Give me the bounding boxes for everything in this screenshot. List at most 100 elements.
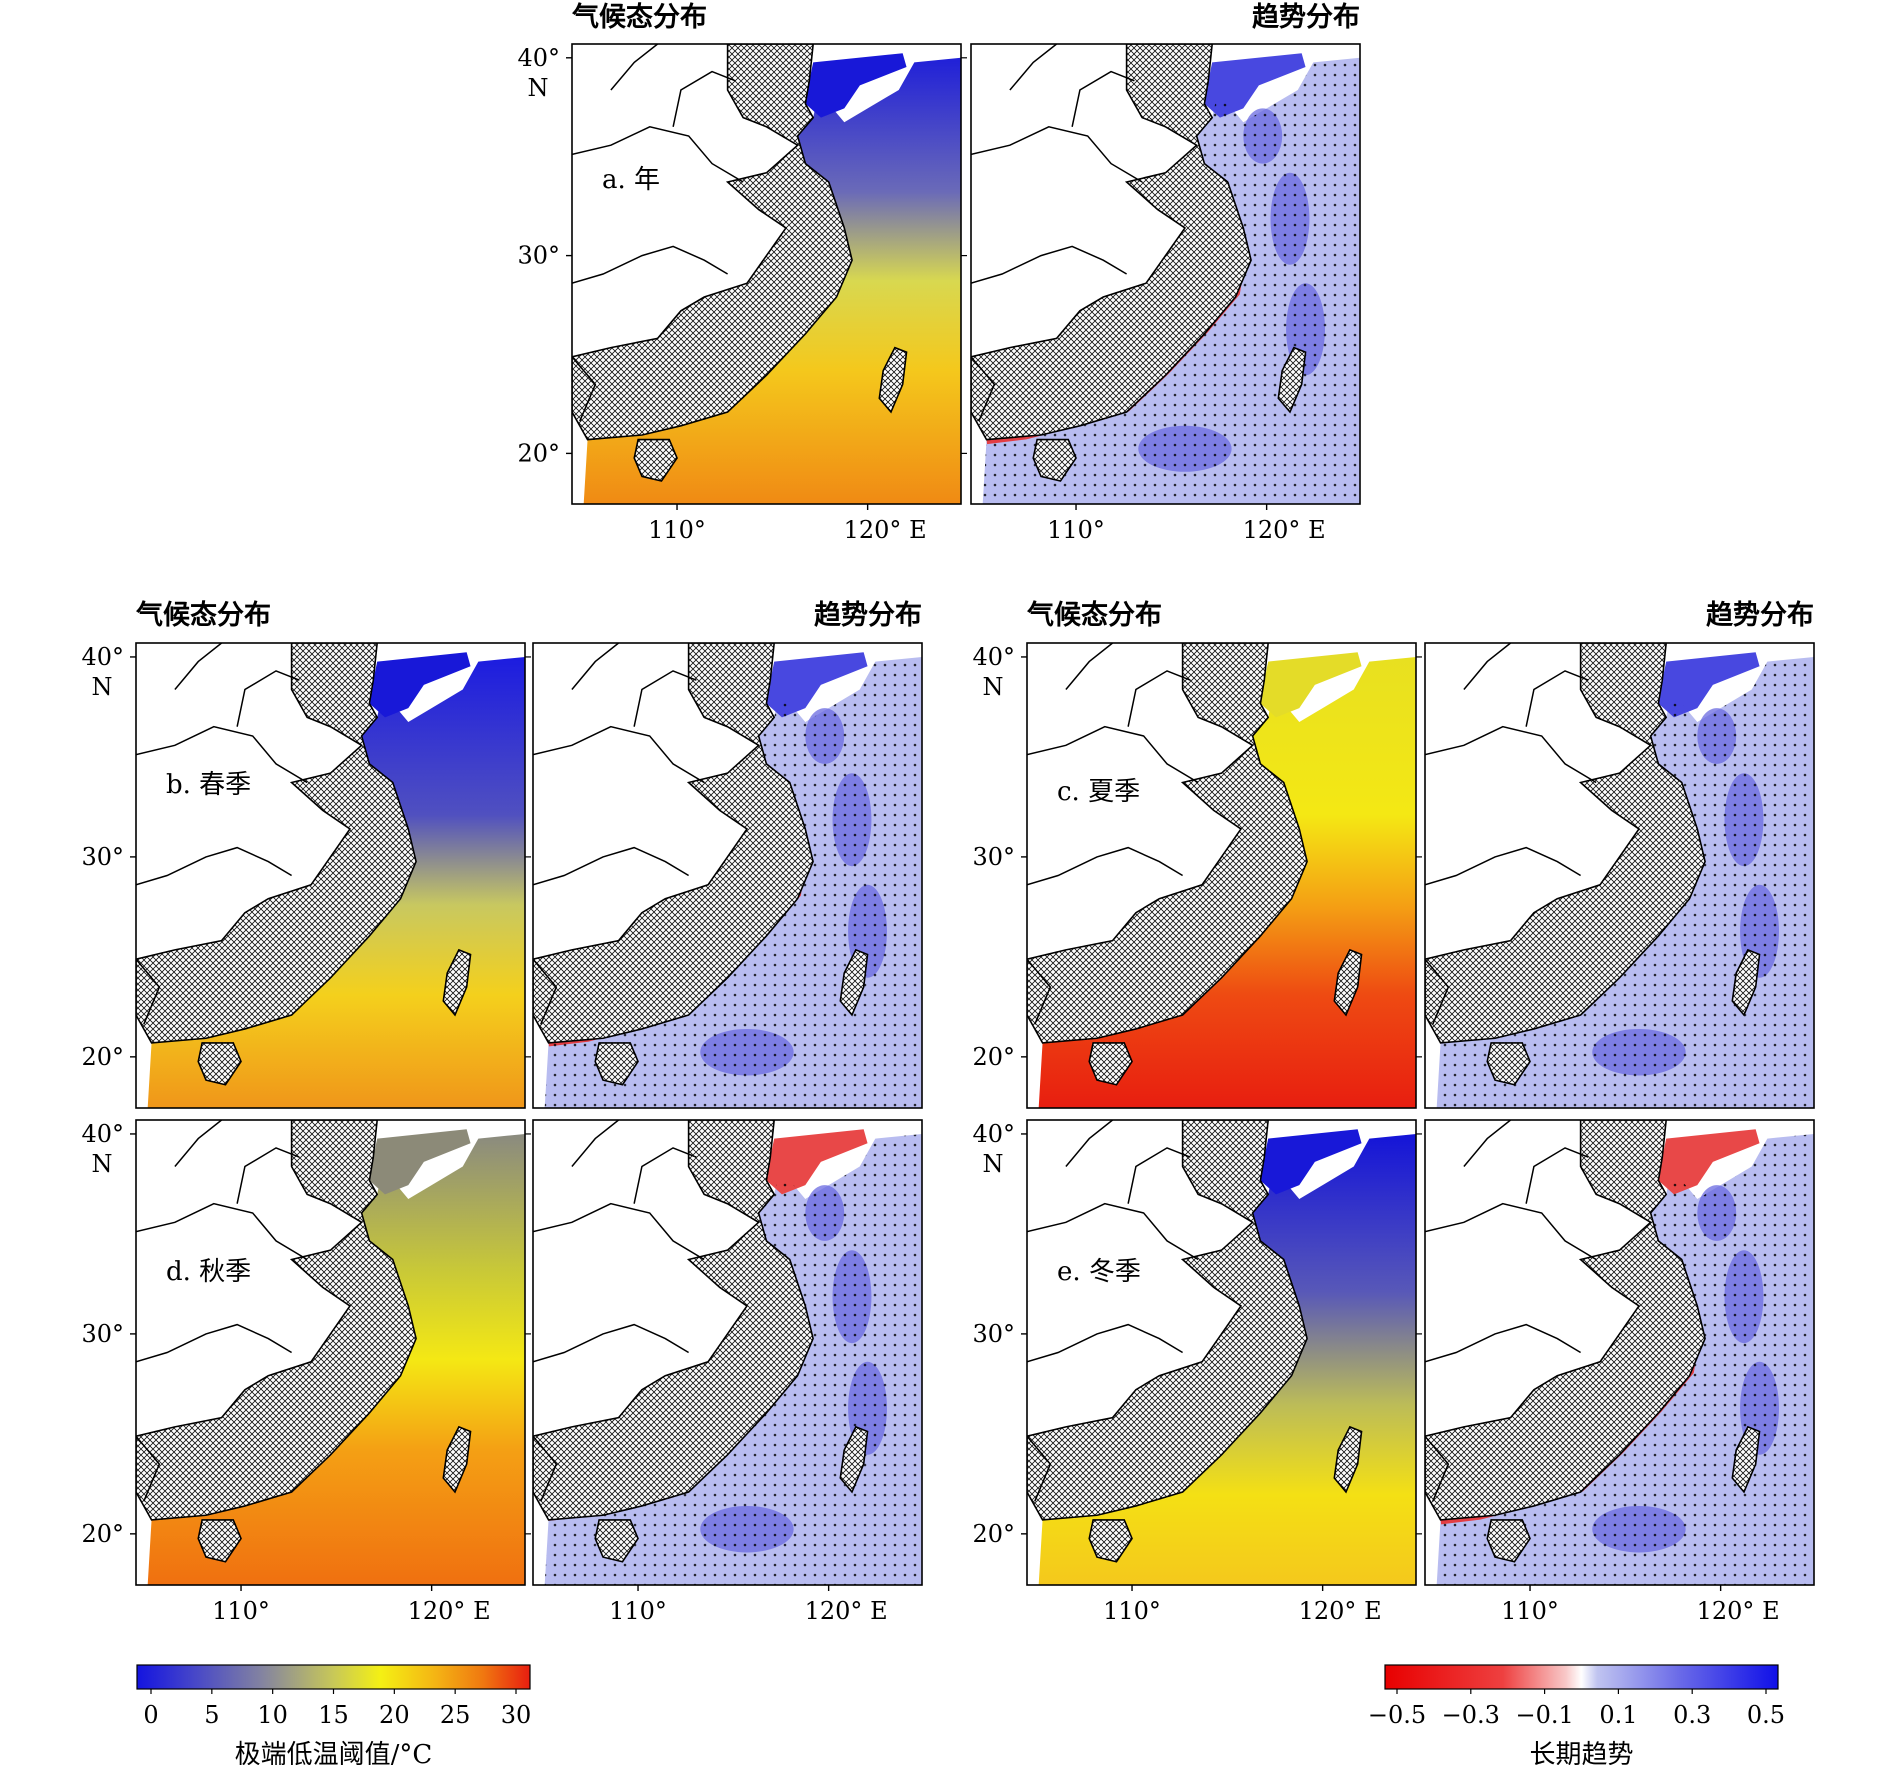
sea-field bbox=[147, 1133, 525, 1585]
coastal-land-hatched bbox=[572, 44, 853, 441]
lat-tick-label: 40° bbox=[517, 44, 560, 72]
coastal-land-hatched bbox=[533, 643, 814, 1044]
colorbar-tick-label: 5 bbox=[204, 1701, 219, 1729]
climatology-map bbox=[1026, 642, 1417, 1109]
bohai-trend-field bbox=[766, 652, 868, 718]
lon-tick-label: 110° bbox=[212, 1597, 270, 1625]
heading-climatology: 气候态分布 bbox=[135, 600, 271, 631]
panel-label: c. 夏季 bbox=[1057, 777, 1140, 807]
bohai-trend-field bbox=[1658, 1129, 1760, 1195]
map-frame bbox=[571, 43, 962, 505]
coastal-land-hatched bbox=[136, 643, 417, 1044]
taiwan-island bbox=[1333, 1425, 1363, 1494]
border-line bbox=[533, 958, 558, 1025]
colorbar-tick-label: 15 bbox=[318, 1701, 349, 1729]
heading-trend: 趋势分布 bbox=[814, 600, 922, 631]
lat-tick-label: 30° bbox=[972, 843, 1015, 871]
bohai-field bbox=[1260, 652, 1362, 718]
border-line bbox=[1027, 1435, 1052, 1502]
heading-trend: 趋势分布 bbox=[1706, 600, 1814, 631]
lon-tick-label: 110° bbox=[1103, 1597, 1161, 1625]
border-line bbox=[1425, 1435, 1450, 1502]
heading-climatology: 气候态分布 bbox=[1026, 600, 1162, 631]
border-line bbox=[1027, 1202, 1199, 1261]
trend-colorbar: −0.5 −0.3 −0.1 0.1 0.3 0.5 长期趋势 bbox=[1368, 1664, 1785, 1769]
map-frame bbox=[1424, 642, 1815, 1109]
lat-unit-label: N bbox=[92, 1150, 113, 1178]
colorbar-strip bbox=[1384, 1664, 1779, 1690]
border-line bbox=[1525, 670, 1589, 727]
lat-unit-label: N bbox=[528, 74, 549, 102]
trend-map bbox=[532, 1119, 923, 1586]
border-line bbox=[1127, 1147, 1191, 1204]
lon-tick-label: 110° bbox=[648, 516, 706, 544]
lat-tick-label: 40° bbox=[972, 643, 1015, 671]
border-line bbox=[533, 725, 705, 784]
lon-tick-label: 120° E bbox=[1697, 1597, 1780, 1625]
colorbar-strip bbox=[136, 1664, 531, 1690]
coastal-land-hatched bbox=[1425, 643, 1706, 1044]
climatology-colorbar: 0 5 10 15 20 25 30 极端低温阈值/°C bbox=[136, 1664, 531, 1769]
significance-dots bbox=[1436, 656, 1814, 1108]
trend-map bbox=[1424, 642, 1815, 1109]
lat-tick-label: 20° bbox=[81, 1520, 124, 1548]
climatology-map bbox=[1026, 1119, 1417, 1586]
lat-tick-label: 20° bbox=[517, 439, 560, 467]
taiwan-island bbox=[839, 1425, 869, 1494]
border-line bbox=[1009, 44, 1058, 91]
lon-tick-label: 120° E bbox=[408, 1597, 491, 1625]
lon-tick-label: 120° E bbox=[1243, 516, 1326, 544]
lat-unit-label: N bbox=[983, 673, 1004, 701]
border-line bbox=[1463, 1120, 1512, 1167]
hainan-island bbox=[1032, 438, 1077, 482]
border-line bbox=[571, 643, 620, 690]
border-line bbox=[1463, 643, 1512, 690]
bohai-field bbox=[1260, 1129, 1362, 1195]
border-line bbox=[236, 670, 300, 727]
lon-tick-label: 110° bbox=[1047, 516, 1105, 544]
colorbar-tick-label: 10 bbox=[257, 1701, 288, 1729]
border-line bbox=[236, 1147, 300, 1204]
border-line bbox=[1425, 725, 1597, 784]
trend-map bbox=[1424, 1119, 1815, 1586]
colorbar-tick-label: 20 bbox=[379, 1701, 410, 1729]
taiwan-island bbox=[1731, 948, 1761, 1017]
border-line bbox=[572, 245, 728, 284]
taiwan-island bbox=[1277, 346, 1307, 414]
bohai-field bbox=[805, 53, 907, 118]
lon-tick-label: 120° E bbox=[805, 1597, 888, 1625]
border-line bbox=[533, 1323, 689, 1363]
lat-tick-label: 20° bbox=[972, 1520, 1015, 1548]
border-line bbox=[1027, 725, 1199, 784]
taiwan-island bbox=[878, 346, 908, 414]
bohai-trend-field bbox=[766, 1129, 868, 1195]
border-line bbox=[1425, 846, 1581, 886]
trend-map bbox=[970, 43, 1361, 505]
lat-tick-label: 30° bbox=[972, 1320, 1015, 1348]
lon-tick-label: 120° E bbox=[844, 516, 927, 544]
border-line bbox=[1027, 1323, 1183, 1363]
bohai-field bbox=[369, 652, 471, 718]
map-frame bbox=[135, 1119, 526, 1586]
colorbar-tick-label: 25 bbox=[440, 1701, 471, 1729]
climatology-map bbox=[135, 1119, 526, 1586]
lat-tick-label: 30° bbox=[517, 242, 560, 270]
border-line bbox=[1425, 1323, 1581, 1363]
border-line bbox=[572, 126, 744, 183]
border-line bbox=[533, 1435, 558, 1502]
lat-tick-label: 20° bbox=[972, 1043, 1015, 1071]
map-frame bbox=[135, 642, 526, 1109]
map-frame bbox=[532, 1119, 923, 1586]
hainan-island bbox=[197, 1519, 242, 1563]
border-line bbox=[672, 70, 736, 127]
map-frame bbox=[1026, 1119, 1417, 1586]
border-line bbox=[136, 958, 161, 1025]
heading-climatology: 气候态分布 bbox=[571, 2, 707, 33]
border-line bbox=[136, 1323, 292, 1363]
border-line bbox=[1065, 643, 1114, 690]
lat-tick-label: 30° bbox=[81, 843, 124, 871]
colorbar-tick-label: −0.3 bbox=[1442, 1701, 1500, 1729]
panel-label: b. 春季 bbox=[166, 770, 251, 800]
hainan-island bbox=[633, 438, 678, 482]
